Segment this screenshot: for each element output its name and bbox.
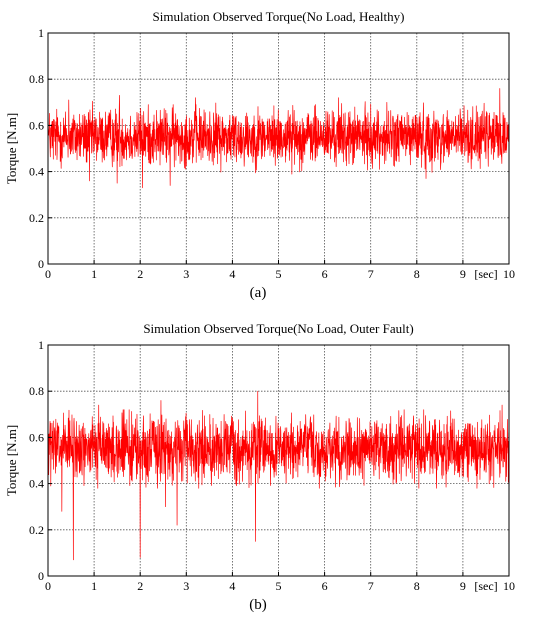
chart-a-x-tick-label-8: 8 xyxy=(414,267,420,281)
chart-b-x-tick-label-6: 6 xyxy=(322,579,328,593)
chart-a-x-tick-label-10: 10 xyxy=(503,267,515,281)
chart-a-x-tick-label-1: 1 xyxy=(91,267,97,281)
chart-a-torque-series xyxy=(47,88,510,189)
chart-panel-b: Simulation Observed Torque(No Load, Oute… xyxy=(4,321,515,613)
chart-panel-a: Simulation Observed Torque(No Load, Heal… xyxy=(4,9,515,301)
chart-a-x-tick-label-6: 6 xyxy=(322,267,328,281)
chart-b-x-tick-label-10: 10 xyxy=(503,579,515,593)
chart-b-x-tick-label-8: 8 xyxy=(414,579,420,593)
chart-a-x-tick-label-0: 0 xyxy=(45,267,51,281)
chart-b-y-tick-label-5: 1 xyxy=(38,338,44,352)
chart-a-y-tick-label-5: 1 xyxy=(38,26,44,40)
chart-a-x-unit-label: [sec] xyxy=(474,267,497,281)
chart-b-x-tick-label-2: 2 xyxy=(137,579,143,593)
chart-b-x-tick-label-0: 0 xyxy=(45,579,51,593)
chart-a-y-tick-label-0: 0 xyxy=(38,257,44,271)
chart-b-y-tick-label-2: 0.4 xyxy=(29,477,44,491)
chart-a-y-tick-label-1: 0.2 xyxy=(29,211,44,225)
chart-a-x-tick-label-9: 9 xyxy=(460,267,466,281)
chart-b-x-tick-label-7: 7 xyxy=(368,579,374,593)
chart-b-y-tick-label-1: 0.2 xyxy=(29,523,44,537)
chart-a-x-tick-label-5: 5 xyxy=(276,267,282,281)
chart-b-y-tick-label-3: 0.6 xyxy=(29,430,44,444)
chart-b-x-tick-label-3: 3 xyxy=(183,579,189,593)
chart-a-y-tick-label-4: 0.8 xyxy=(29,72,44,86)
chart-b-title: Simulation Observed Torque(No Load, Oute… xyxy=(143,321,413,336)
chart-b-x-unit-label: [sec] xyxy=(474,579,497,593)
chart-b-caption: (b) xyxy=(249,597,267,613)
chart-a-x-tick-label-2: 2 xyxy=(137,267,143,281)
chart-b-x-tick-label-5: 5 xyxy=(276,579,282,593)
chart-b-x-tick-label-1: 1 xyxy=(91,579,97,593)
chart-a-title: Simulation Observed Torque(No Load, Heal… xyxy=(153,9,405,24)
chart-a-y-tick-label-3: 0.6 xyxy=(29,118,44,132)
chart-a-x-tick-label-3: 3 xyxy=(183,267,189,281)
chart-a-y-axis-label: Torque [N.m] xyxy=(4,113,19,184)
chart-b-x-tick-label-9: 9 xyxy=(460,579,466,593)
chart-b-y-tick-label-4: 0.8 xyxy=(29,384,44,398)
chart-b-x-tick-label-4: 4 xyxy=(229,579,235,593)
chart-b-y-axis-label: Torque [N.m] xyxy=(4,425,19,496)
chart-a-y-tick-label-2: 0.4 xyxy=(29,165,44,179)
chart-a-x-tick-label-4: 4 xyxy=(229,267,235,281)
chart-a-caption: (a) xyxy=(250,285,267,301)
chart-b-y-tick-label-0: 0 xyxy=(38,569,44,583)
chart-a-x-tick-label-7: 7 xyxy=(368,267,374,281)
chart-b-torque-series xyxy=(47,390,510,561)
